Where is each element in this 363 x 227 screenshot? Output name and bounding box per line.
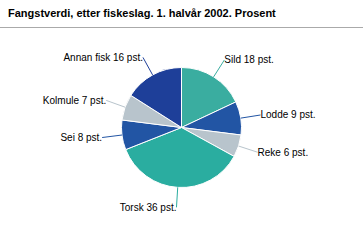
- svg-text:Annan fisk 16 pst.: Annan fisk 16 pst.: [63, 52, 143, 63]
- html-text:Fangstverdi, etter fiskeslag.: Fangstverdi, etter fiskeslag. 1. halvår …: [8, 7, 276, 19]
- svg-text:Sild 18 pst.: Sild 18 pst.: [224, 54, 273, 65]
- svg-text:Torsk 36 pst.: Torsk 36 pst.: [120, 202, 177, 213]
- svg-text:Reke 6 pst.: Reke 6 pst.: [258, 147, 309, 158]
- svg-text:Lodde 9 pst.: Lodde 9 pst.: [261, 109, 316, 120]
- svg-text:Kolmule 7 pst.: Kolmule 7 pst.: [43, 95, 106, 106]
- svg-text:Sei 8 pst.: Sei 8 pst.: [60, 132, 102, 143]
